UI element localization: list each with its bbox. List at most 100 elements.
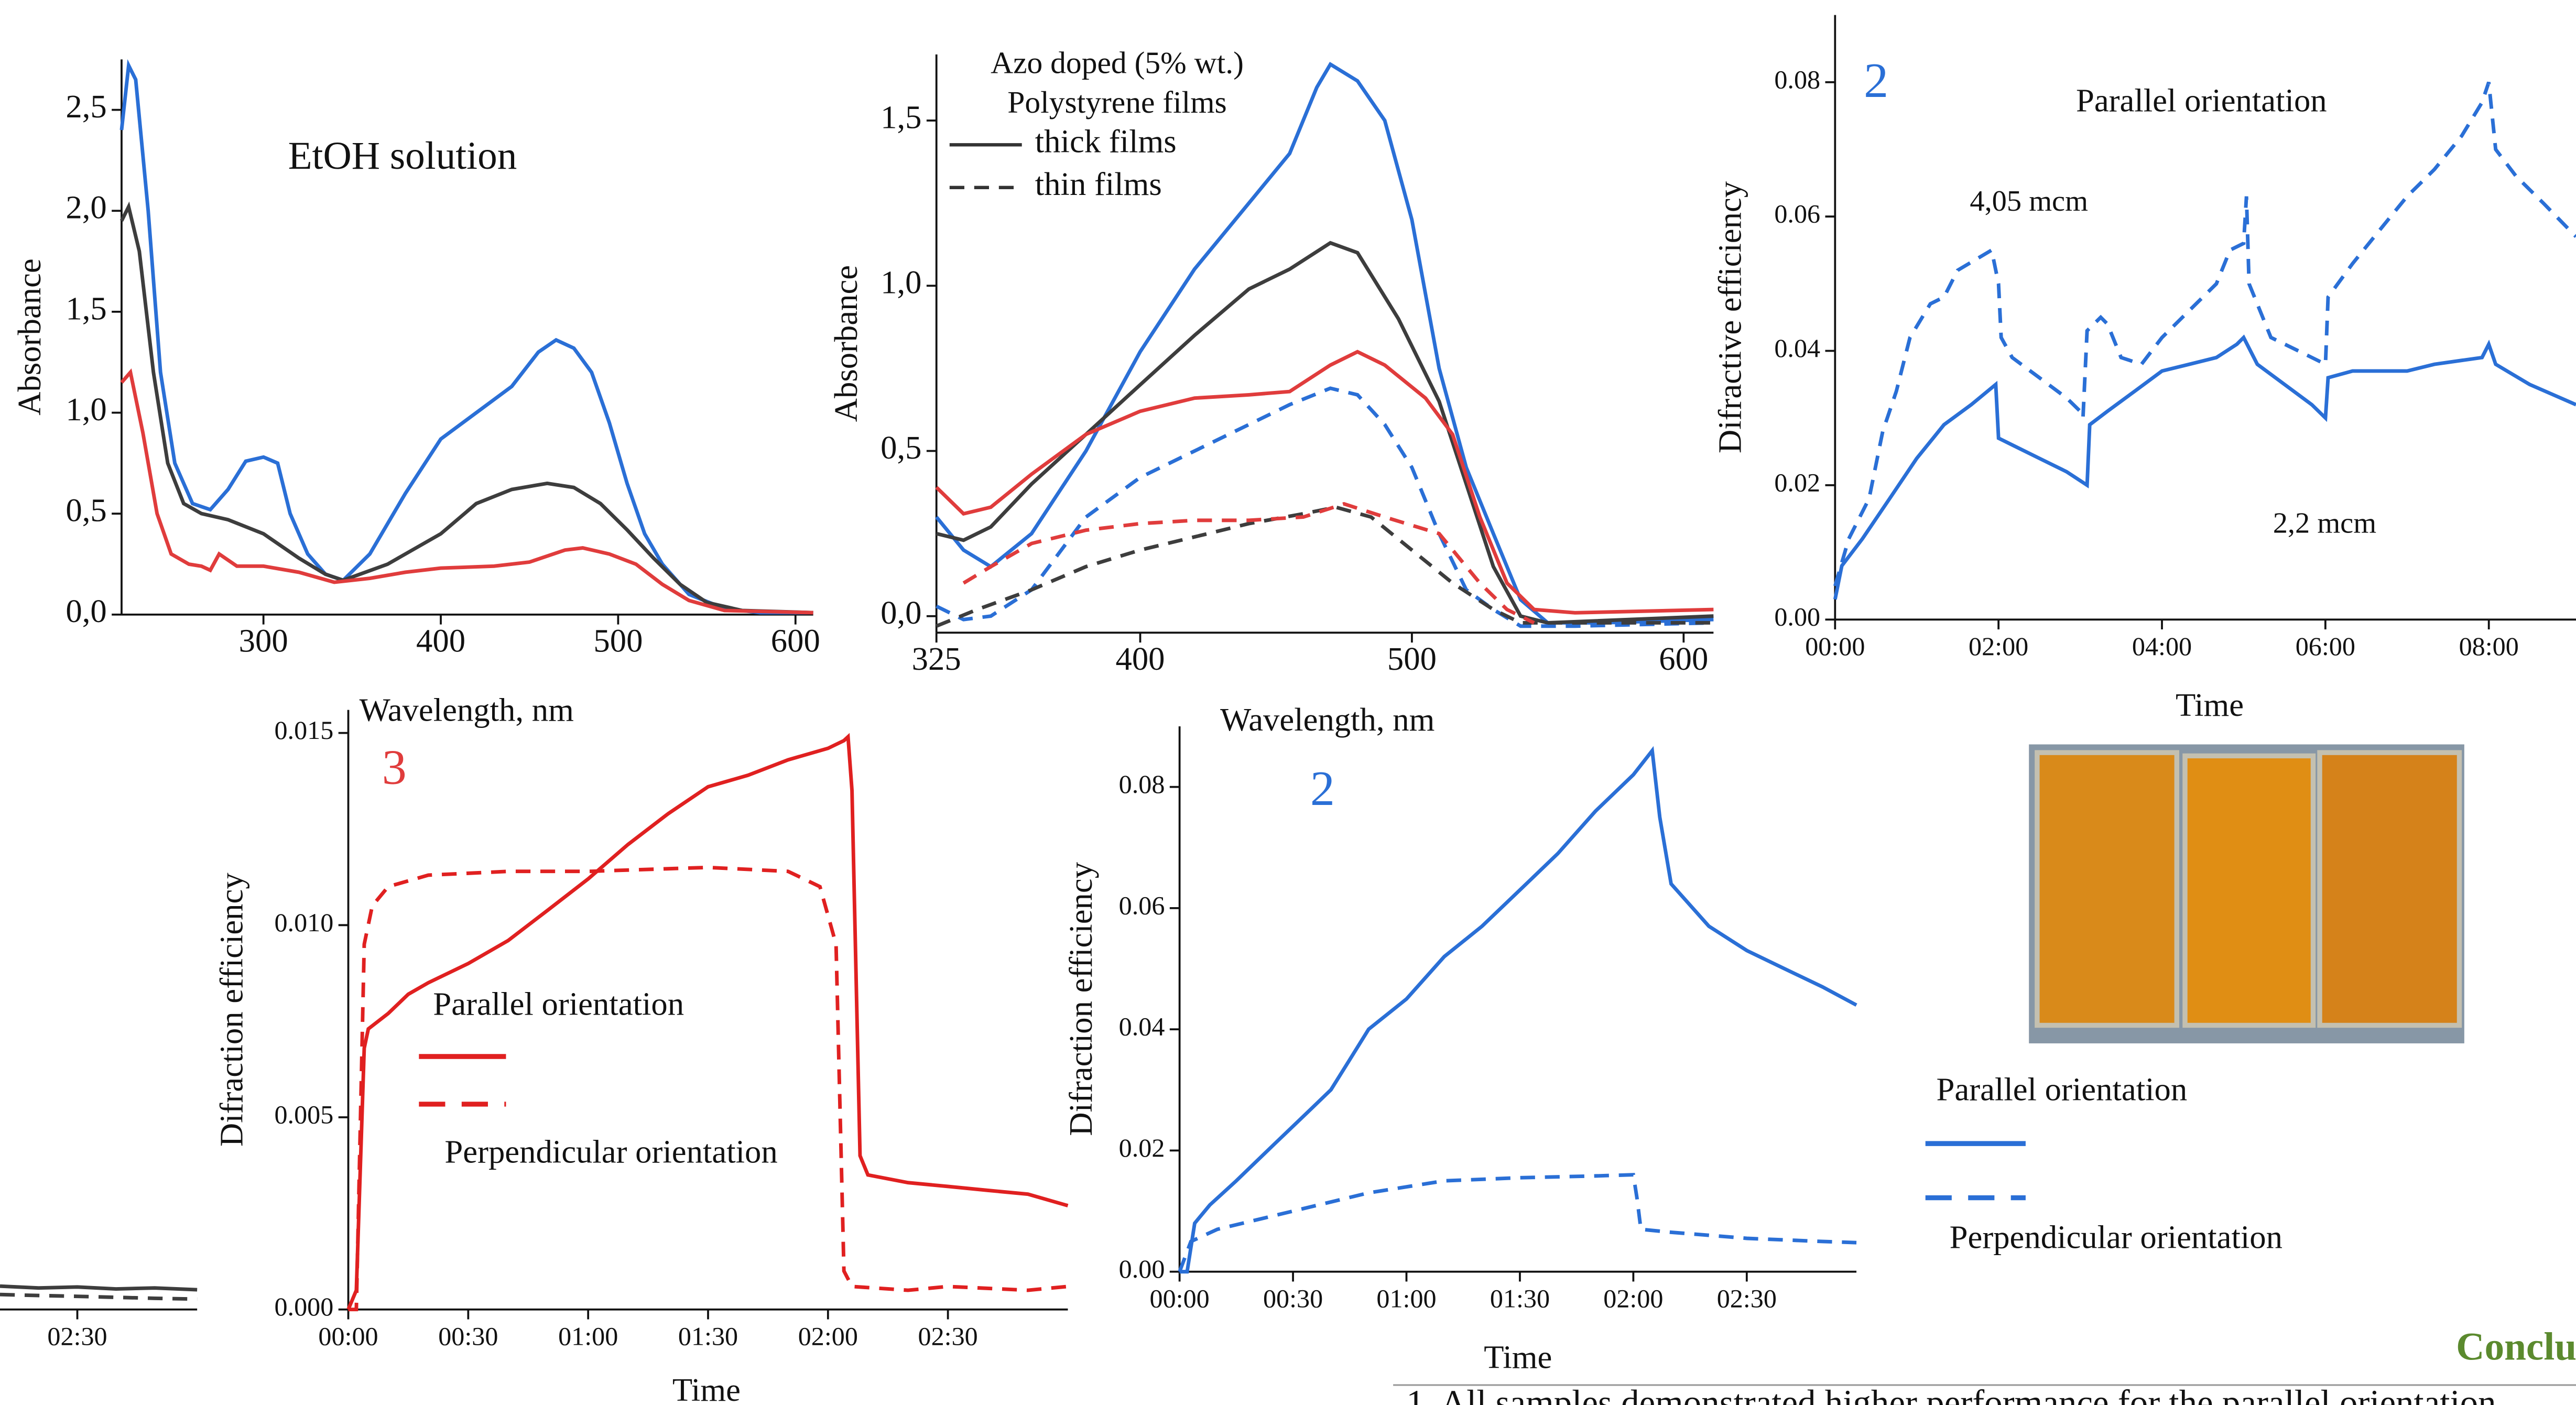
y-tick-label: 1,5 bbox=[881, 99, 921, 135]
y-tick-label: 0.02 bbox=[1119, 1133, 1165, 1162]
annotation: 4,05 mcm bbox=[1970, 185, 2088, 217]
x-tick-label: 01:00 bbox=[558, 1322, 618, 1351]
data-line bbox=[0, 1292, 198, 1301]
y-tick-label: 1,0 bbox=[881, 264, 921, 301]
x-tick-label: 06:00 bbox=[2296, 631, 2355, 661]
legend-label: Parallel orientation bbox=[1937, 1071, 2188, 1107]
x-tick-label: 00:00 bbox=[1150, 1284, 1210, 1313]
y-tick-label: 2,0 bbox=[66, 189, 106, 226]
data-line bbox=[1833, 81, 2576, 587]
legend-label: Perpendicular orientation bbox=[1950, 1218, 2282, 1255]
annotation: 2 bbox=[1864, 53, 1888, 108]
x-tick-label: 325 bbox=[912, 640, 961, 677]
data-line bbox=[936, 241, 1714, 625]
y-tick-label: 0.08 bbox=[1119, 769, 1165, 799]
legend-label: thick films bbox=[1035, 123, 1177, 160]
chart: 325 400 500 600 0,0 0,5 1,0 1,5 Wavelength, nm Ab… bbox=[828, 46, 1714, 738]
legend-label: Perpendicular orientation bbox=[444, 1133, 777, 1170]
x-axis-label: Wavelength, nm bbox=[1220, 701, 1434, 738]
x-tick-label: 00:30 bbox=[1263, 1284, 1323, 1313]
chart: 00:00 00:30 01:00 01:30 02:00 02:30 0.00 0.02 0.… bbox=[1062, 726, 2282, 1375]
y-axis-label: Absorbance bbox=[11, 258, 48, 415]
data-line bbox=[962, 502, 1535, 625]
data-line bbox=[120, 368, 813, 615]
x-tick-label: 400 bbox=[1115, 640, 1165, 677]
data-line bbox=[119, 59, 813, 615]
y-axis-label: Absorbance bbox=[828, 265, 864, 422]
x-tick-label: 00:00 bbox=[318, 1322, 378, 1351]
data-line bbox=[935, 61, 1714, 625]
x-tick-label: 02:00 bbox=[1969, 631, 2028, 661]
data-line bbox=[936, 386, 1714, 628]
data-line bbox=[119, 201, 813, 615]
y-tick-label: 0.010 bbox=[274, 908, 333, 937]
chart: 300 400 500 600 0,0 0,5 1,0 1,5 2,0 2,5 Wavelength… bbox=[11, 59, 820, 728]
x-axis-label: Wavelength, nm bbox=[360, 691, 574, 728]
data-line bbox=[0, 1284, 198, 1292]
y-tick-label: 1,0 bbox=[66, 391, 106, 428]
x-tick-label: 02:30 bbox=[1717, 1284, 1777, 1313]
x-tick-label: 02:30 bbox=[47, 1322, 107, 1351]
x-tick-label: 00:30 bbox=[438, 1322, 498, 1351]
x-tick-label: 00:00 bbox=[1805, 631, 1865, 661]
annotation: 3 bbox=[382, 740, 407, 794]
y-tick-label: 0.005 bbox=[274, 1100, 333, 1129]
y-tick-label: 0.015 bbox=[274, 715, 333, 745]
conclusion-item: 1. All samples demonstrated higher perfo… bbox=[1406, 1382, 2496, 1405]
y-axis-label: Difraction efficiency bbox=[1062, 862, 1099, 1136]
chart: 00:00 02:00 04:00 06:00 08:00 0.00 0.02 0.04 0.0… bbox=[1711, 15, 2576, 723]
y-tick-label: 0,5 bbox=[66, 492, 106, 529]
y-tick-label: 0,0 bbox=[881, 594, 921, 631]
data-line bbox=[935, 350, 1714, 615]
y-tick-label: 0.000 bbox=[274, 1292, 333, 1321]
y-tick-label: 0,5 bbox=[881, 429, 921, 466]
x-tick-label: 02:00 bbox=[798, 1322, 858, 1351]
data-line bbox=[1833, 334, 2576, 600]
data-line bbox=[1178, 1173, 1857, 1272]
y-tick-label: 0.04 bbox=[1774, 333, 1820, 363]
chart: 00:00 00:30 01:00 01:30 02:00 02:30 0.000 0.005… bbox=[213, 710, 1069, 1405]
x-tick-label: 01:30 bbox=[678, 1322, 738, 1351]
y-tick-label: 2,5 bbox=[66, 88, 106, 125]
x-tick-label: 600 bbox=[1659, 640, 1708, 677]
legend-label: thin films bbox=[1035, 166, 1162, 202]
x-tick-label: 04:00 bbox=[2132, 631, 2192, 661]
annotation: 2,2 mcm bbox=[2273, 507, 2376, 539]
annotation: Parallel orientation bbox=[2076, 82, 2327, 118]
chart: 02:30 bbox=[0, 1284, 198, 1351]
x-axis-label: Time bbox=[672, 1371, 741, 1405]
y-tick-label: 0.06 bbox=[1119, 890, 1165, 920]
x-tick-label: 02:30 bbox=[918, 1322, 978, 1351]
x-tick-label: 02:00 bbox=[1603, 1284, 1663, 1313]
y-tick-label: 0.00 bbox=[1119, 1254, 1165, 1283]
data-line bbox=[348, 865, 1068, 1312]
data-line bbox=[1179, 746, 1857, 1274]
y-tick-label: 0.04 bbox=[1119, 1012, 1165, 1041]
annotation: 2 bbox=[1310, 761, 1335, 816]
y-tick-label: 0.00 bbox=[1774, 602, 1820, 631]
y-axis-label: Difraction efficiency bbox=[213, 873, 250, 1147]
x-tick-label: 01:30 bbox=[1490, 1284, 1550, 1313]
x-axis-label: Time bbox=[2176, 687, 2244, 723]
y-axis-label: Difractive efficiency bbox=[1711, 181, 1748, 453]
x-tick-label: 400 bbox=[416, 623, 465, 659]
sample-photo bbox=[2029, 744, 2464, 1043]
y-tick-label: 0.02 bbox=[1774, 467, 1820, 497]
x-tick-label: 01:00 bbox=[1376, 1284, 1436, 1313]
legend-label: Parallel orientation bbox=[433, 985, 684, 1022]
y-tick-label: 1,5 bbox=[66, 290, 106, 326]
conclusions-title: Conclusions: bbox=[2456, 1325, 2576, 1368]
x-tick-label: 500 bbox=[593, 623, 643, 659]
annotation: EtOH solution bbox=[288, 134, 517, 178]
annotation: Azo doped (5% wt.) bbox=[991, 46, 1244, 80]
y-tick-label: 0.06 bbox=[1774, 199, 1820, 228]
x-tick-label: 600 bbox=[771, 623, 820, 659]
data-line bbox=[936, 505, 1714, 628]
x-tick-label: 300 bbox=[239, 623, 288, 659]
x-tick-label: 500 bbox=[1387, 640, 1437, 677]
x-axis-label: Time bbox=[1484, 1338, 1552, 1375]
data-line bbox=[346, 733, 1069, 1311]
annotation: Polystyrene films bbox=[1007, 85, 1226, 119]
y-tick-label: 0.08 bbox=[1774, 64, 1820, 94]
